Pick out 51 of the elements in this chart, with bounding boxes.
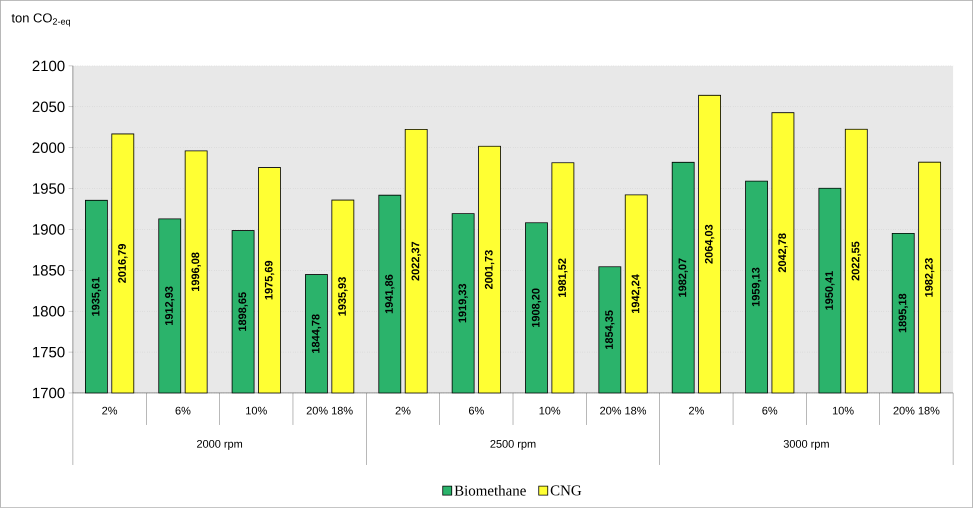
x-tick-label: 2% bbox=[689, 406, 704, 415]
text: 3000 rpm bbox=[784, 440, 829, 450]
data-label: 1982,07 bbox=[678, 258, 688, 297]
y-tick-label: 2100 bbox=[32, 60, 65, 72]
data-label: 2042,78 bbox=[778, 233, 788, 272]
data-label: 1844,78 bbox=[312, 314, 322, 353]
data-label: 1941,86 bbox=[385, 274, 394, 314]
x-tick-label: 10% bbox=[832, 406, 854, 415]
x-tick-label: 6% bbox=[176, 406, 190, 415]
x-tick-label: 20% 18% bbox=[894, 406, 940, 415]
x-tick-label: 2% bbox=[396, 406, 411, 415]
x-tick-label: 10% bbox=[540, 406, 560, 415]
data-label: 1898,65 bbox=[238, 292, 248, 331]
data-label: 2016,79 bbox=[118, 244, 128, 283]
data-label: 2064,03 bbox=[704, 224, 714, 264]
data-label: 1959,13 bbox=[752, 268, 762, 306]
data-label: 1854,35 bbox=[605, 310, 615, 350]
data-label: 1975,69 bbox=[264, 260, 274, 300]
y-tick-label: 1850 bbox=[33, 265, 65, 276]
x-tick-label: 6% bbox=[762, 406, 778, 415]
data-label: 1942,24 bbox=[632, 274, 641, 314]
data-label: 1981,52 bbox=[558, 258, 568, 298]
y-tick-label: 1800 bbox=[33, 306, 65, 317]
data-label: 2022,55 bbox=[852, 242, 861, 281]
data-label: 2001,73 bbox=[484, 250, 494, 290]
data-label: 1895,18 bbox=[898, 294, 908, 332]
data-label: 1950,41 bbox=[825, 271, 835, 310]
y-tick-label: 2000 bbox=[32, 142, 65, 154]
data-label: 1982,23 bbox=[924, 258, 934, 297]
text: 2000 rpm bbox=[197, 440, 242, 450]
data-label: 1908,20 bbox=[532, 288, 542, 328]
data-label: 1996,08 bbox=[191, 252, 201, 292]
data-label: 1935,93 bbox=[338, 277, 348, 316]
y-tick-label: 1900 bbox=[33, 224, 65, 235]
y-axis-title: ton CO$_{2-eq}$ bbox=[12, 13, 70, 27]
data-label: 2022,37 bbox=[412, 242, 421, 281]
y-tick-label: 1950 bbox=[33, 183, 65, 194]
x-tick-label: 2% bbox=[102, 406, 118, 415]
text: 2500 rpm bbox=[490, 440, 536, 450]
x-tick-label: 10% bbox=[246, 406, 267, 415]
legend-label: Biomethane bbox=[454, 485, 526, 496]
data-label: 1919,33 bbox=[458, 284, 468, 322]
y-tick-label: 1700 bbox=[33, 388, 65, 398]
y-tick-label: 2050 bbox=[32, 102, 65, 112]
x-tick-label: 20% 18% bbox=[306, 406, 353, 415]
data-label: 1935,61 bbox=[92, 277, 102, 316]
y-tick-label: 1750 bbox=[33, 346, 65, 358]
legend-label: CNG bbox=[550, 485, 582, 496]
data-label: 1912,93 bbox=[165, 286, 174, 326]
x-tick-label: 6% bbox=[468, 406, 484, 415]
x-tick-label: 20% 18% bbox=[600, 406, 646, 415]
